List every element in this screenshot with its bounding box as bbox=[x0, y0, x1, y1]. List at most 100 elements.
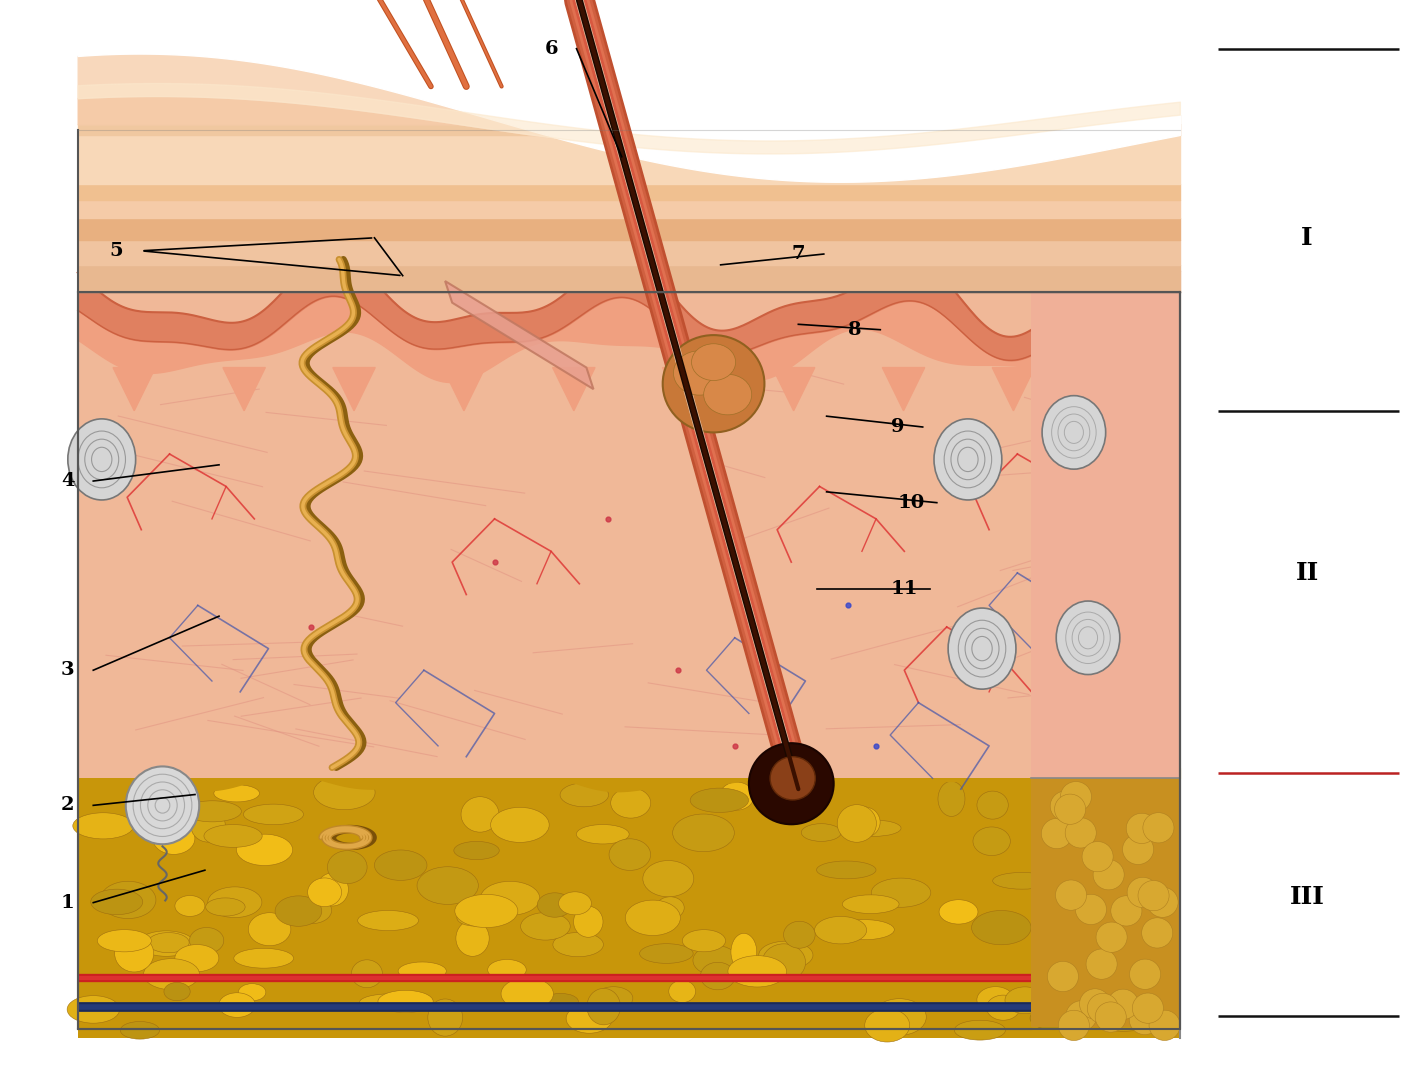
Ellipse shape bbox=[704, 374, 752, 415]
Ellipse shape bbox=[976, 791, 1009, 819]
Ellipse shape bbox=[357, 910, 418, 931]
Ellipse shape bbox=[1088, 993, 1119, 1024]
Ellipse shape bbox=[1129, 1004, 1160, 1035]
Ellipse shape bbox=[948, 608, 1016, 690]
Ellipse shape bbox=[1142, 918, 1173, 948]
Ellipse shape bbox=[1104, 851, 1132, 875]
Ellipse shape bbox=[643, 860, 694, 897]
Ellipse shape bbox=[428, 999, 462, 1036]
Ellipse shape bbox=[1058, 1011, 1089, 1041]
Ellipse shape bbox=[817, 860, 876, 879]
Ellipse shape bbox=[1094, 859, 1125, 890]
Ellipse shape bbox=[1094, 1010, 1154, 1031]
Ellipse shape bbox=[609, 839, 650, 870]
Ellipse shape bbox=[1122, 835, 1153, 865]
Ellipse shape bbox=[276, 896, 322, 926]
Text: I: I bbox=[1301, 226, 1313, 250]
Ellipse shape bbox=[865, 1009, 910, 1042]
Ellipse shape bbox=[595, 987, 633, 1010]
Ellipse shape bbox=[577, 825, 629, 844]
Ellipse shape bbox=[560, 783, 609, 806]
Ellipse shape bbox=[100, 881, 155, 919]
Ellipse shape bbox=[120, 1022, 160, 1039]
Text: 8: 8 bbox=[848, 321, 862, 338]
Text: 10: 10 bbox=[897, 494, 926, 511]
Ellipse shape bbox=[1126, 813, 1157, 843]
Ellipse shape bbox=[986, 996, 1020, 1020]
Ellipse shape bbox=[1030, 1006, 1077, 1030]
Ellipse shape bbox=[993, 872, 1051, 890]
Ellipse shape bbox=[756, 785, 817, 822]
Polygon shape bbox=[445, 281, 593, 389]
Ellipse shape bbox=[719, 782, 755, 810]
Ellipse shape bbox=[1070, 884, 1105, 910]
Ellipse shape bbox=[586, 988, 620, 1025]
Ellipse shape bbox=[1149, 1010, 1180, 1040]
Ellipse shape bbox=[138, 931, 195, 957]
Ellipse shape bbox=[97, 930, 151, 952]
Polygon shape bbox=[333, 368, 376, 411]
Ellipse shape bbox=[972, 910, 1031, 945]
Polygon shape bbox=[992, 368, 1034, 411]
Ellipse shape bbox=[1075, 894, 1106, 924]
Ellipse shape bbox=[728, 956, 787, 987]
Ellipse shape bbox=[90, 890, 143, 915]
Ellipse shape bbox=[317, 872, 349, 906]
Ellipse shape bbox=[801, 824, 841, 841]
Polygon shape bbox=[1031, 778, 1180, 1027]
Ellipse shape bbox=[1106, 894, 1150, 930]
Ellipse shape bbox=[814, 917, 866, 944]
Ellipse shape bbox=[1041, 818, 1072, 849]
Ellipse shape bbox=[206, 898, 244, 916]
Polygon shape bbox=[78, 778, 1180, 1038]
Ellipse shape bbox=[1037, 885, 1064, 919]
Ellipse shape bbox=[1147, 888, 1178, 918]
Ellipse shape bbox=[175, 895, 205, 917]
Ellipse shape bbox=[1050, 791, 1081, 822]
Ellipse shape bbox=[690, 788, 749, 813]
Ellipse shape bbox=[838, 804, 876, 842]
Ellipse shape bbox=[784, 921, 815, 948]
Ellipse shape bbox=[1054, 795, 1085, 825]
Ellipse shape bbox=[219, 992, 256, 1017]
Ellipse shape bbox=[640, 944, 694, 963]
Ellipse shape bbox=[208, 886, 261, 918]
Polygon shape bbox=[773, 368, 815, 411]
Ellipse shape bbox=[1087, 896, 1112, 934]
Polygon shape bbox=[223, 368, 266, 411]
Ellipse shape bbox=[114, 935, 154, 972]
Ellipse shape bbox=[574, 906, 603, 937]
Ellipse shape bbox=[1106, 799, 1139, 820]
Ellipse shape bbox=[461, 797, 499, 832]
Ellipse shape bbox=[68, 419, 136, 499]
Ellipse shape bbox=[610, 788, 651, 818]
Ellipse shape bbox=[352, 960, 383, 988]
Ellipse shape bbox=[213, 785, 260, 802]
Polygon shape bbox=[78, 130, 1180, 292]
Text: 6: 6 bbox=[544, 40, 558, 57]
Ellipse shape bbox=[848, 806, 880, 838]
Text: 11: 11 bbox=[890, 580, 918, 598]
Ellipse shape bbox=[454, 841, 499, 859]
Ellipse shape bbox=[73, 813, 134, 839]
Ellipse shape bbox=[398, 962, 447, 980]
Ellipse shape bbox=[1096, 922, 1128, 952]
Ellipse shape bbox=[691, 344, 736, 381]
Ellipse shape bbox=[314, 775, 374, 810]
Ellipse shape bbox=[552, 933, 603, 957]
Ellipse shape bbox=[762, 944, 805, 980]
Ellipse shape bbox=[308, 878, 342, 907]
Ellipse shape bbox=[189, 927, 223, 953]
Ellipse shape bbox=[68, 996, 120, 1024]
Ellipse shape bbox=[543, 993, 578, 1010]
Ellipse shape bbox=[976, 987, 1015, 1013]
Ellipse shape bbox=[1048, 817, 1080, 839]
Ellipse shape bbox=[1054, 790, 1082, 824]
Ellipse shape bbox=[490, 808, 550, 842]
Ellipse shape bbox=[1060, 782, 1091, 812]
Ellipse shape bbox=[567, 1004, 612, 1033]
Polygon shape bbox=[78, 292, 1180, 778]
Ellipse shape bbox=[1005, 987, 1044, 1014]
Ellipse shape bbox=[1137, 881, 1169, 911]
Ellipse shape bbox=[1065, 1001, 1096, 1031]
